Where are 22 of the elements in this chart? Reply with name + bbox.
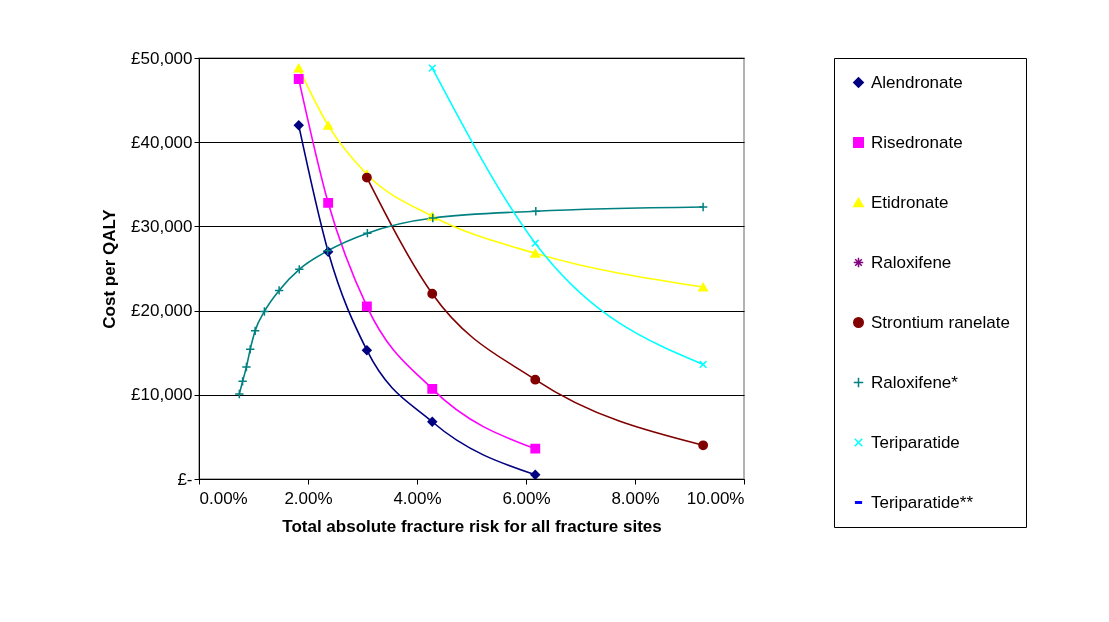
- legend-label: Etidronate: [871, 192, 949, 212]
- x-tick-label: 8.00%: [611, 488, 660, 508]
- legend-label: Alendronate: [871, 72, 963, 92]
- x-tick-label: 4.00%: [393, 488, 442, 508]
- legend-label: Teriparatide: [871, 432, 960, 452]
- y-tick-label: £50,000: [131, 48, 193, 68]
- x-tick-label: 6.00%: [502, 488, 551, 508]
- y-tick-label: £20,000: [131, 301, 193, 321]
- legend-label: Raloxifene*: [871, 372, 959, 392]
- legend-label: Strontium ranelate: [871, 312, 1010, 332]
- y-axis-title: Cost per QALY: [100, 208, 120, 329]
- x-tick-label: 10.00%: [686, 488, 745, 508]
- legend-label: Raloxifene: [871, 252, 952, 272]
- x-tick-label: 0.00%: [199, 488, 248, 508]
- x-tick-label: 2.00%: [284, 488, 333, 508]
- y-tick-label: £-: [177, 469, 193, 489]
- x-axis-title: Total absolute fracture risk for all fracture sites: [282, 516, 662, 536]
- legend-label: Teriparatide**: [871, 492, 974, 512]
- y-tick-label: £10,000: [131, 385, 193, 405]
- legend-label: Risedronate: [871, 132, 963, 152]
- y-tick-label: £40,000: [131, 132, 193, 152]
- y-tick-label: £30,000: [131, 216, 193, 236]
